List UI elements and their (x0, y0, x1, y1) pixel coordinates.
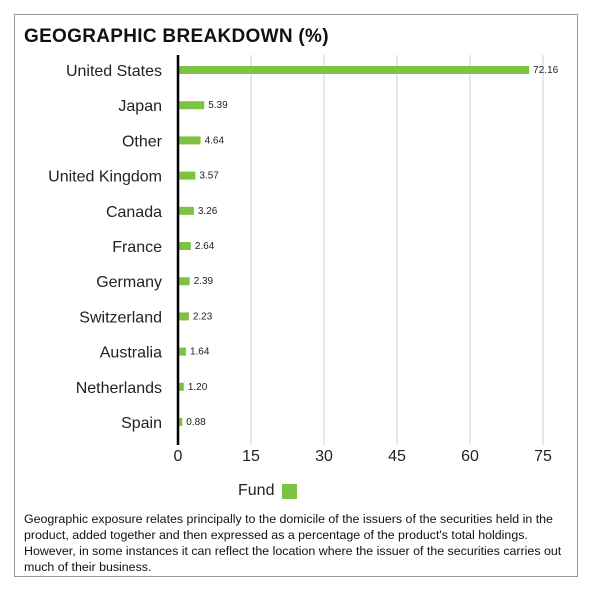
category-label: Canada (106, 204, 162, 221)
chart-title: GEOGRAPHIC BREAKDOWN (%) (24, 26, 329, 47)
bar (178, 242, 191, 250)
bar (178, 206, 194, 215)
legend-label: Fund (238, 482, 275, 499)
value-label: 5.39 (208, 100, 228, 111)
bar (178, 66, 530, 74)
bar (178, 347, 186, 356)
value-label: 2.39 (194, 276, 214, 287)
category-label: Spain (121, 415, 162, 432)
category-label: United States (66, 63, 162, 80)
x-tick-label: 45 (388, 448, 406, 465)
chart-frame (14, 14, 578, 577)
category-label: Japan (118, 98, 162, 115)
x-tick-label: 0 (174, 448, 183, 465)
bar (178, 277, 190, 286)
x-tick-label: 15 (242, 448, 260, 465)
bar (178, 418, 183, 426)
value-label: 1.64 (190, 347, 210, 358)
legend: Fund (238, 482, 298, 500)
value-label: 72.16 (533, 65, 558, 76)
category-label: Germany (96, 274, 162, 291)
category-label: Switzerland (79, 309, 162, 326)
category-label: Australia (100, 345, 162, 362)
value-label: 2.23 (193, 311, 213, 322)
value-label: 1.20 (188, 382, 208, 393)
bar (178, 382, 184, 391)
category-label: France (112, 239, 162, 256)
value-label: 0.88 (186, 417, 206, 428)
bar (178, 171, 196, 180)
bar-chart: United States 72.16 Japan 5.39 Other 4.64 Unit… (48, 55, 559, 465)
bar (178, 312, 189, 321)
x-tick-label: 75 (534, 448, 552, 465)
category-label: Other (122, 133, 163, 150)
value-label: 3.57 (199, 171, 219, 182)
bar (178, 136, 201, 145)
footnote: Geographic exposure relates principally … (24, 512, 562, 574)
bar (178, 101, 205, 110)
x-tick-label: 30 (315, 448, 333, 465)
value-label: 2.64 (195, 241, 215, 252)
x-tick-label: 60 (461, 448, 479, 465)
category-label: Netherlands (76, 380, 162, 397)
legend-swatch (282, 483, 298, 499)
category-label: United Kingdom (48, 169, 162, 186)
value-label: 4.64 (205, 135, 225, 146)
value-label: 3.26 (198, 206, 218, 217)
